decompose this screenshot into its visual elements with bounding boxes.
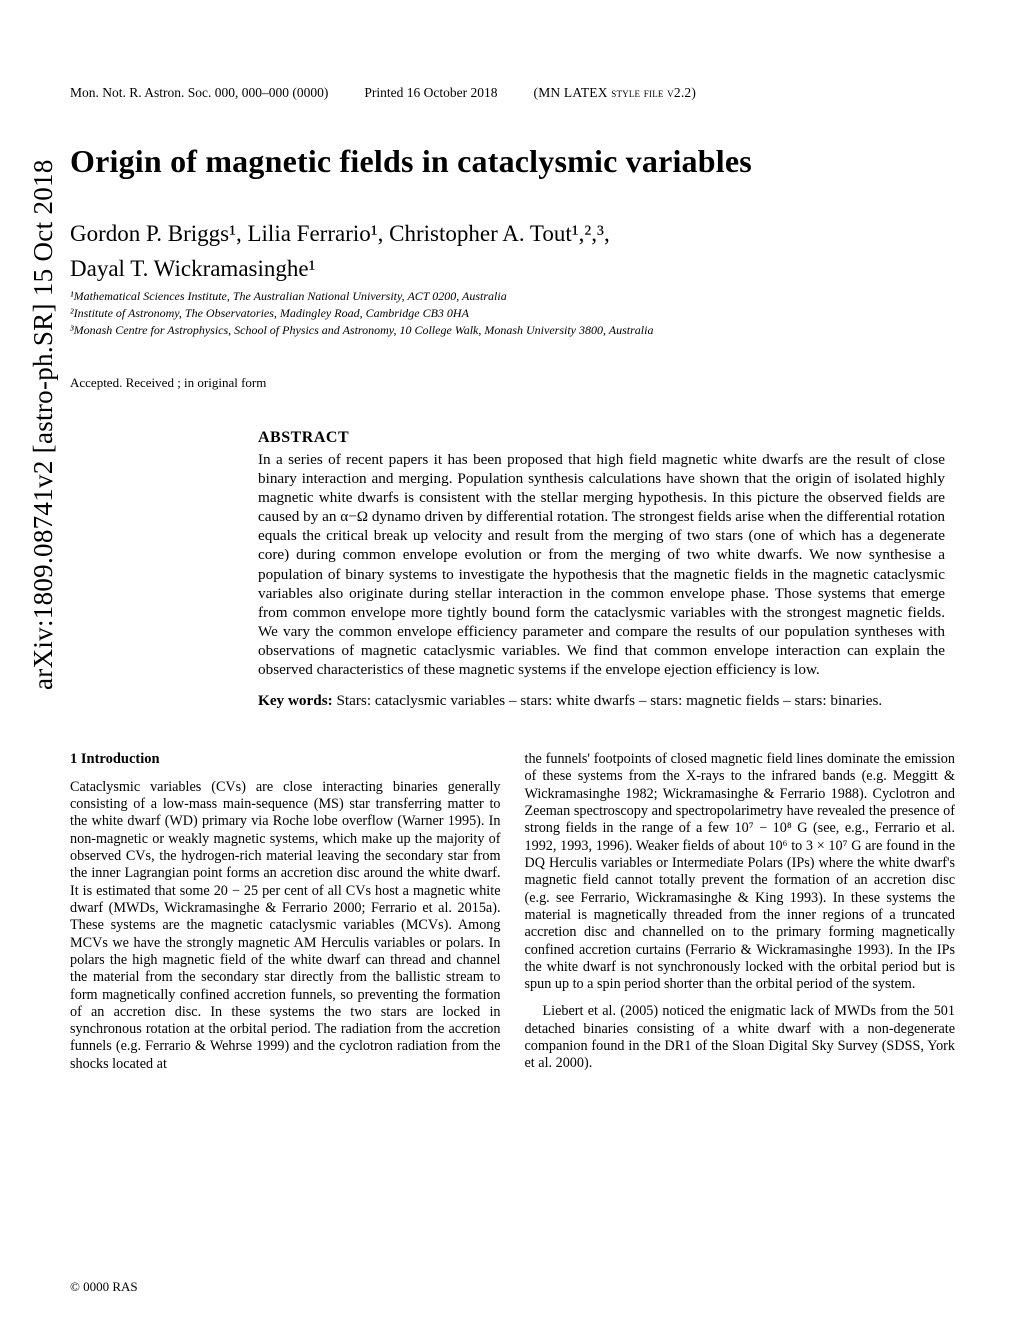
affiliation-3: ³Monash Centre for Astrophysics, School … xyxy=(70,322,955,338)
affiliation-1: ¹Mathematical Sciences Institute, The Au… xyxy=(70,288,955,304)
section-1-heading: 1 Introduction xyxy=(70,751,501,769)
style-file: (MN LATEX style file v2.2) xyxy=(534,85,697,101)
left-column: 1 Introduction Cataclysmic variables (CV… xyxy=(70,751,501,1073)
keywords: Key words: Stars: cataclysmic variables … xyxy=(258,691,945,711)
abstract-text: In a series of recent papers it has been… xyxy=(258,450,945,680)
intro-paragraph-right-2: Liebert et al. (2005) noticed the enigma… xyxy=(525,1003,956,1072)
copyright-line: © 0000 RAS xyxy=(70,1279,138,1295)
authors-line2: Dayal T. Wickramasinghe¹ xyxy=(70,253,955,284)
abstract-heading: ABSTRACT xyxy=(258,429,945,447)
authors-line1: Gordon P. Briggs¹, Lilia Ferrario¹, Chri… xyxy=(70,218,955,249)
right-column: the funnels' footpoints of closed magnet… xyxy=(525,751,956,1073)
keywords-text: Stars: cataclysmic variables – stars: wh… xyxy=(333,692,883,709)
abstract-block: ABSTRACT In a series of recent papers it… xyxy=(258,429,945,711)
accepted-line: Accepted. Received ; in original form xyxy=(70,375,955,391)
page-content: Mon. Not. R. Astron. Soc. 000, 000–000 (… xyxy=(70,85,955,1295)
running-header: Mon. Not. R. Astron. Soc. 000, 000–000 (… xyxy=(70,85,955,101)
intro-paragraph-left: Cataclysmic variables (CVs) are close in… xyxy=(70,779,501,1073)
arxiv-identifier: arXiv:1809.08741v2 [astro-ph.SR] 15 Oct … xyxy=(28,159,59,690)
printed-date: Printed 16 October 2018 xyxy=(364,85,497,101)
body-columns: 1 Introduction Cataclysmic variables (CV… xyxy=(70,751,955,1073)
journal-ref: Mon. Not. R. Astron. Soc. 000, 000–000 (… xyxy=(70,85,328,101)
affiliation-2: ²Institute of Astronomy, The Observatori… xyxy=(70,305,955,321)
keywords-label: Key words: xyxy=(258,692,333,709)
paper-title: Origin of magnetic fields in cataclysmic… xyxy=(70,143,955,180)
intro-paragraph-right-1: the funnels' footpoints of closed magnet… xyxy=(525,751,956,993)
